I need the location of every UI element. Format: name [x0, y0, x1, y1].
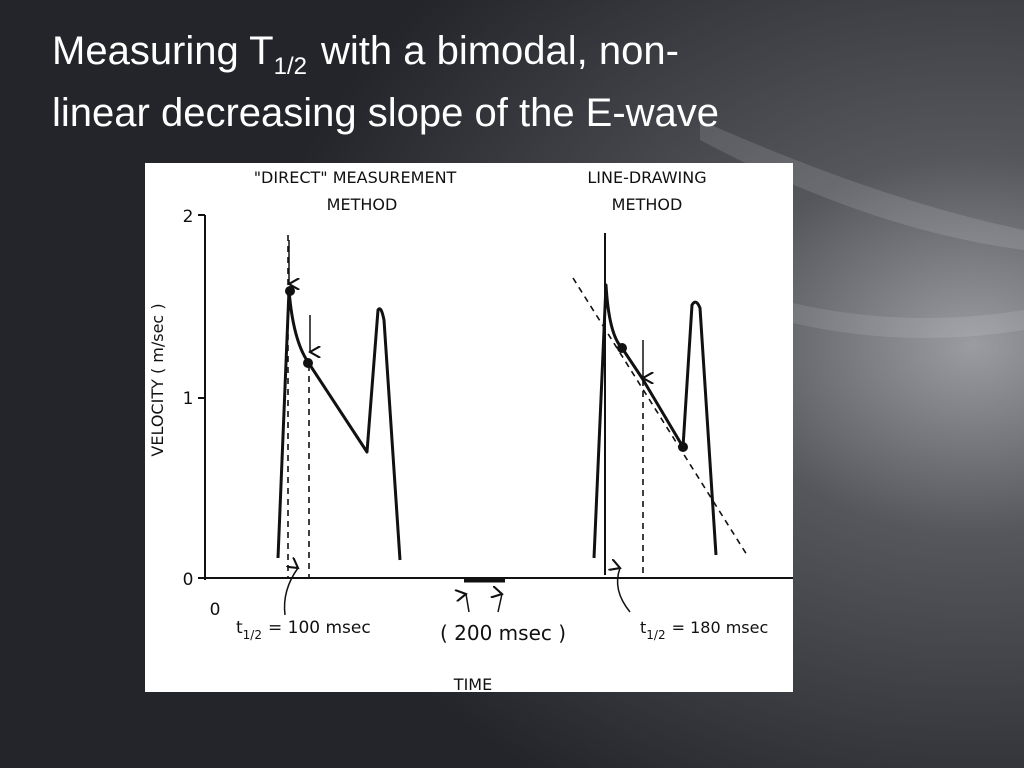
y-tick-label: 0 — [183, 570, 194, 590]
point — [617, 343, 627, 353]
right-note: t1/2 = 180 msec — [640, 618, 768, 642]
streak — [700, 120, 1024, 250]
y-tick-label: 1 — [183, 389, 194, 409]
right-heading: METHOD — [612, 195, 683, 214]
point — [303, 358, 313, 368]
arrow — [283, 568, 298, 616]
scale-note: ( 200 msec ) — [440, 621, 566, 645]
arrow — [498, 594, 502, 613]
x-axis-label: TIME — [453, 675, 492, 694]
point — [285, 286, 295, 296]
left-heading: METHOD — [327, 195, 398, 214]
streak — [780, 300, 1024, 338]
arrow — [618, 568, 631, 613]
y-tick-label: 2 — [183, 207, 194, 227]
arrow — [466, 594, 470, 613]
title-line-2: linear decreasing slope of the E-wave — [52, 91, 719, 135]
left-heading: "DIRECT" MEASUREMENT — [254, 168, 457, 187]
left-note: t1/2 = 100 msec — [236, 618, 371, 642]
figure: "DIRECT" MEASUREMENT METHOD LINE-DRAWING… — [145, 163, 793, 694]
y-axis-label: VELOCITY ( m/sec ) — [148, 303, 167, 456]
point — [678, 442, 688, 452]
x-origin-label: 0 — [210, 600, 221, 620]
right-heading: LINE-DRAWING — [587, 168, 706, 187]
figure-background — [145, 163, 793, 692]
title-line-1: Measuring T1/2 with a bimodal, non- — [52, 29, 679, 80]
waveform-left — [276, 288, 402, 561]
